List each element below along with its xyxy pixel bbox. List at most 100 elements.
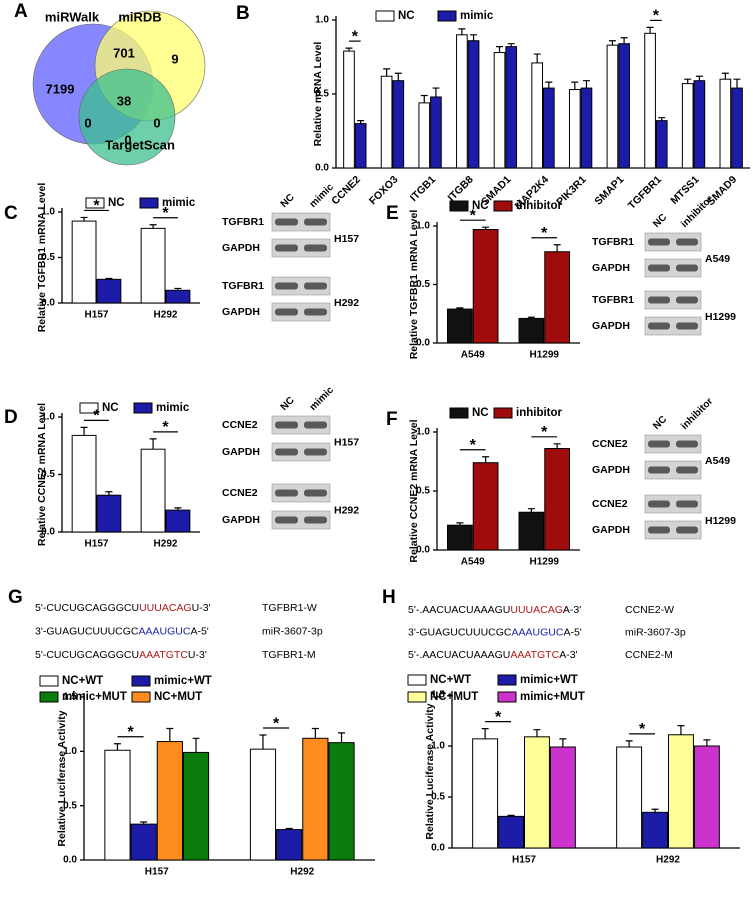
x-tick-label: H292 bbox=[290, 867, 314, 878]
blot-strip bbox=[271, 510, 331, 530]
blot-cell-label: A549 bbox=[705, 455, 730, 467]
y-axis-label: Relative CCNE2 mRNA Level bbox=[408, 419, 420, 562]
legend-swatch bbox=[407, 674, 427, 686]
sequence: 5'-.AACUACUAAAGUUUUACAGA-3' bbox=[408, 604, 581, 616]
significance-label: * bbox=[470, 437, 477, 454]
bar bbox=[140, 448, 166, 533]
significance-label: * bbox=[93, 408, 100, 425]
bar bbox=[71, 434, 97, 533]
legend-swatch bbox=[493, 200, 513, 212]
significance-label: * bbox=[352, 28, 359, 45]
blot-protein-label: TGFBR1 bbox=[222, 280, 264, 292]
error-bar bbox=[338, 732, 346, 743]
bar bbox=[681, 83, 694, 169]
bar bbox=[655, 120, 668, 169]
y-tick-label: 1.0 bbox=[416, 427, 430, 438]
bar bbox=[543, 87, 555, 169]
error-bar bbox=[470, 34, 478, 41]
legend-swatch bbox=[85, 197, 105, 209]
bar bbox=[156, 741, 183, 861]
blot-band bbox=[304, 308, 327, 316]
blot-band bbox=[304, 244, 327, 252]
error-bar bbox=[496, 46, 504, 53]
y-tick-label: 0.0 bbox=[315, 163, 329, 174]
legend-label: NC+WT bbox=[430, 674, 471, 686]
bar bbox=[302, 737, 329, 861]
significance-label: * bbox=[470, 207, 477, 224]
blot-lane-label: NC bbox=[279, 395, 297, 413]
bar bbox=[568, 89, 581, 169]
bar bbox=[447, 524, 473, 551]
x-tick-label: H157 bbox=[512, 855, 536, 866]
legend-label: NC bbox=[398, 10, 415, 22]
sequence-name: CCNE2-W bbox=[625, 604, 674, 616]
blot-strip bbox=[271, 483, 331, 503]
x-tick-label: H292 bbox=[656, 855, 680, 866]
legend-swatch bbox=[131, 691, 151, 703]
bar bbox=[430, 96, 442, 169]
significance-label: * bbox=[541, 424, 548, 441]
blot-band bbox=[648, 264, 670, 272]
blot-band bbox=[304, 218, 327, 226]
blot-protein-label: CCNE2 bbox=[222, 419, 258, 431]
bar bbox=[418, 102, 431, 169]
sequence-part: AAAUGUC bbox=[512, 626, 564, 638]
error-bar bbox=[608, 40, 616, 46]
legend-label: mimic+WT bbox=[154, 675, 212, 687]
blot-lane-label: inhibitor bbox=[679, 396, 715, 432]
venn-set bbox=[78, 68, 176, 166]
blot-band bbox=[676, 238, 698, 246]
bar bbox=[642, 811, 669, 849]
error-bar bbox=[174, 287, 182, 291]
bar bbox=[472, 229, 499, 344]
blot-protein-label: TGFBR1 bbox=[222, 216, 264, 228]
x-tick-label: H1299 bbox=[530, 350, 560, 361]
sequence-part: 3'-GUAGUCUUUCGC bbox=[408, 626, 512, 638]
bar bbox=[544, 448, 570, 551]
blot-band bbox=[304, 516, 327, 524]
sequence-name: miR-3607-3p bbox=[625, 626, 686, 638]
blot-strip bbox=[644, 434, 702, 454]
error-bar bbox=[646, 26, 654, 34]
blot-protein-label: GAPDH bbox=[592, 524, 630, 536]
blot-protein-label: GAPDH bbox=[222, 306, 260, 318]
y-tick-label: 1.0 bbox=[41, 412, 55, 423]
bar bbox=[606, 44, 619, 169]
y-tick-label: 0.0 bbox=[416, 545, 430, 556]
y-tick-label: 0.5 bbox=[416, 279, 430, 290]
bar bbox=[456, 34, 468, 169]
blot-band bbox=[676, 440, 698, 448]
bar bbox=[616, 746, 643, 849]
legend-swatch bbox=[131, 675, 151, 687]
bar bbox=[96, 494, 122, 533]
error-bar bbox=[658, 117, 666, 121]
error-bar bbox=[311, 727, 319, 739]
blot-strip bbox=[644, 520, 702, 540]
error-bar bbox=[149, 224, 157, 229]
blot-protein-label: CCNE2 bbox=[592, 438, 628, 450]
bar bbox=[130, 823, 157, 861]
y-axis-label: Relative mRNA Level bbox=[312, 42, 324, 147]
blot-band bbox=[275, 421, 298, 429]
x-tick-label: H157 bbox=[85, 310, 109, 321]
error-bar bbox=[432, 87, 440, 97]
sequence-name: TGFBR1-M bbox=[262, 649, 316, 661]
y-tick-label: 1.0 bbox=[315, 15, 329, 26]
legend-label: NC bbox=[472, 200, 489, 212]
sequence: 3'-GUAGUCUUUCGCAAAUGUCA-5' bbox=[35, 625, 209, 637]
significance-label: * bbox=[541, 225, 548, 242]
blot-band bbox=[676, 322, 698, 330]
sequence: 5'-.AACUACUAAAGUAAATGTCA-3' bbox=[408, 649, 578, 661]
blot-cell-label: H157 bbox=[334, 233, 359, 245]
panel-letter: H bbox=[382, 587, 396, 608]
bar bbox=[498, 815, 524, 849]
bar bbox=[549, 746, 576, 849]
bar bbox=[518, 511, 545, 551]
bar bbox=[140, 227, 166, 304]
bar bbox=[165, 289, 191, 304]
x-tick-label: A549 bbox=[461, 557, 485, 568]
blot-cell-label: H157 bbox=[334, 436, 359, 448]
y-tick-label: 0.0 bbox=[416, 338, 430, 349]
sequence-part: 5'-.AACUACUAAAGU bbox=[408, 604, 510, 616]
